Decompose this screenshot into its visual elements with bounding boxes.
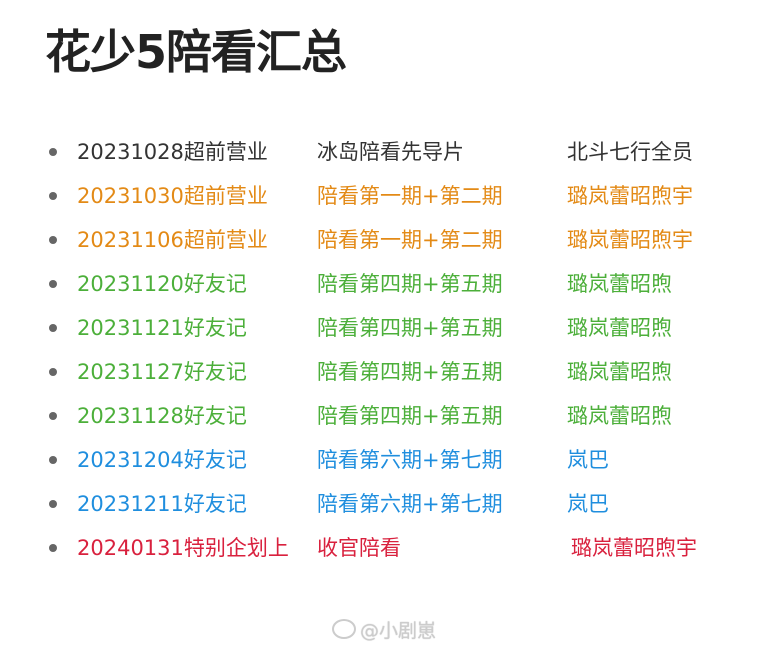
episode: 陪看第一期+第二期 — [317, 228, 503, 252]
members: 璐岚蕾昭煦宇 — [567, 184, 693, 208]
list-item: 20231030超前营业 陪看第一期+第二期 璐岚蕾昭煦宇 — [0, 176, 767, 220]
bullet-icon — [49, 148, 57, 156]
bullet-icon — [49, 192, 57, 200]
bullet-icon — [49, 324, 57, 332]
date-program: 20231030超前营业 — [77, 184, 268, 208]
bullet-icon — [49, 236, 57, 244]
members: 璐岚蕾昭煦宇 — [571, 536, 697, 560]
date-program: 20231120好友记 — [77, 272, 247, 296]
date-program: 20231028超前营业 — [77, 140, 268, 164]
list-item: 20231211好友记 陪看第六期+第七期 岚巴 — [0, 484, 767, 528]
list-item: 20231120好友记 陪看第四期+第五期 璐岚蕾昭煦 — [0, 264, 767, 308]
members: 璐岚蕾昭煦 — [567, 404, 672, 428]
episode: 陪看第六期+第七期 — [317, 448, 503, 472]
date-program: 20231128好友记 — [77, 404, 247, 428]
watermark-text: @小剧崽 — [360, 620, 437, 642]
episode: 陪看第一期+第二期 — [317, 184, 503, 208]
list-item: 20231204好友记 陪看第六期+第七期 岚巴 — [0, 440, 767, 484]
list-item: 20231121好友记 陪看第四期+第五期 璐岚蕾昭煦 — [0, 308, 767, 352]
members: 岚巴 — [567, 448, 609, 472]
bullet-icon — [49, 500, 57, 508]
bullet-icon — [49, 412, 57, 420]
bullet-icon — [49, 456, 57, 464]
date-program: 20231127好友记 — [77, 360, 247, 384]
watermark: @小剧崽 — [332, 616, 436, 643]
episode: 收官陪看 — [317, 536, 401, 560]
date-program: 20231204好友记 — [77, 448, 247, 472]
date-program: 20231121好友记 — [77, 316, 247, 340]
schedule-list: 20231028超前营业 冰岛陪看先导片 北斗七行全员 20231030超前营业… — [0, 132, 767, 572]
weibo-logo-icon — [332, 619, 356, 639]
bullet-icon — [49, 368, 57, 376]
list-item: 20231028超前营业 冰岛陪看先导片 北斗七行全员 — [0, 132, 767, 176]
episode: 陪看第四期+第五期 — [317, 360, 503, 384]
page-title: 花少5陪看汇总 — [45, 25, 347, 79]
episode: 陪看第四期+第五期 — [317, 272, 503, 296]
episode: 陪看第六期+第七期 — [317, 492, 503, 516]
date-program: 20231211好友记 — [77, 492, 247, 516]
list-item: 20231128好友记 陪看第四期+第五期 璐岚蕾昭煦 — [0, 396, 767, 440]
date-program: 20231106超前营业 — [77, 228, 268, 252]
members: 璐岚蕾昭煦 — [567, 316, 672, 340]
members: 北斗七行全员 — [567, 140, 693, 164]
list-item: 20231127好友记 陪看第四期+第五期 璐岚蕾昭煦 — [0, 352, 767, 396]
members: 璐岚蕾昭煦 — [567, 272, 672, 296]
episode: 冰岛陪看先导片 — [317, 140, 464, 164]
members: 璐岚蕾昭煦 — [567, 360, 672, 384]
bullet-icon — [49, 280, 57, 288]
date-program: 20240131特别企划上 — [77, 536, 289, 560]
episode: 陪看第四期+第五期 — [317, 404, 503, 428]
list-item: 20231106超前营业 陪看第一期+第二期 璐岚蕾昭煦宇 — [0, 220, 767, 264]
members: 岚巴 — [567, 492, 609, 516]
members: 璐岚蕾昭煦宇 — [567, 228, 693, 252]
bullet-icon — [49, 544, 57, 552]
episode: 陪看第四期+第五期 — [317, 316, 503, 340]
list-item: 20240131特别企划上 收官陪看 璐岚蕾昭煦宇 — [0, 528, 767, 572]
